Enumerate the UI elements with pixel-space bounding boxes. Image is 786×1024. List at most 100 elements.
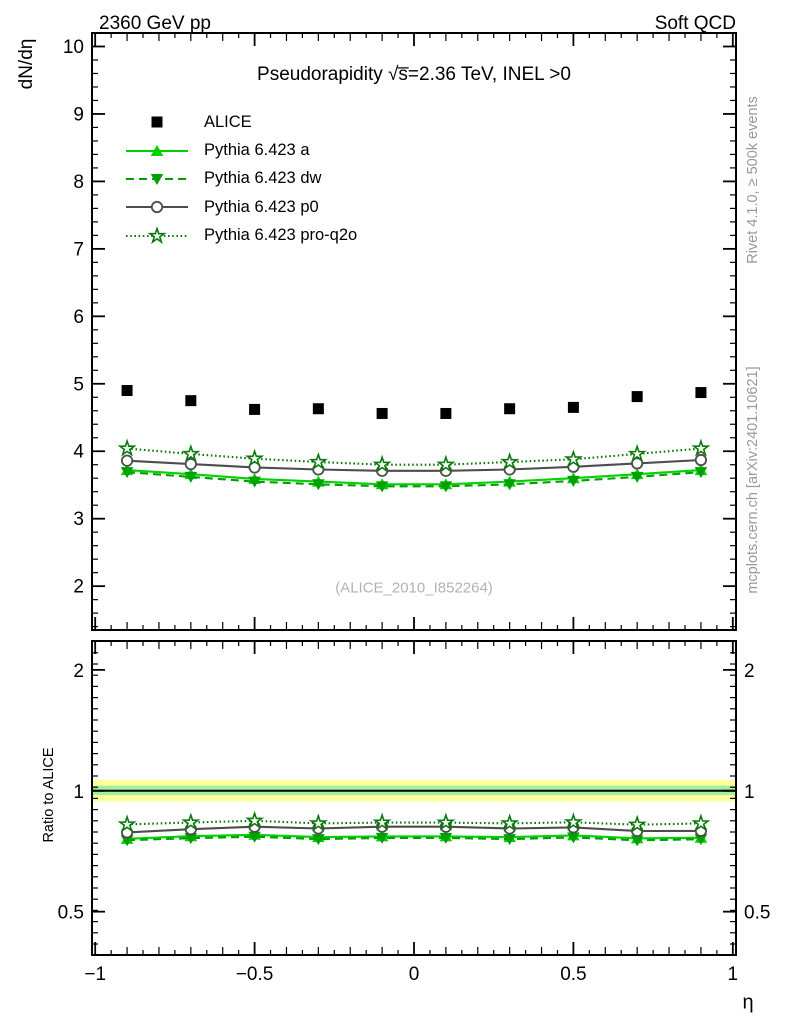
marker-main-pythia-6-423-pro-q2o [181,443,201,463]
marker-main-pythia-6-423-dw [439,481,453,493]
marker-ratio-pythia-6-423-pro-q2o [436,812,456,831]
marker-main-pythia-6-423-p0 [694,453,708,467]
marker-ratio-pythia-6-423-dw [248,831,261,843]
x-tick-label: 0 [409,964,420,985]
x-tick-label: −0.5 [236,964,274,985]
marker-main-pythia-6-423-pro-q2o [308,451,328,471]
legend-marker-sample [126,201,188,214]
marker-main-pythia-6-423-p0 [120,454,134,467]
series-line-ratio-pythia-6-423-p0 [127,825,701,834]
y-tick-label-main: 2 [73,577,84,598]
y-tick-label-ratio-left: 2 [73,661,84,682]
legend-label: Pythia 6.423 dw [204,169,322,188]
marker-main-pythia-6-423-dw [120,467,134,479]
marker-main-pythia-6-423-pro-q2o [372,454,392,473]
marker-main-pythia-6-423-pro-q2o [245,448,265,467]
marker-main-pythia-6-423-dw [630,471,644,483]
marker-main-pythia-6-423-dw [503,479,516,491]
legend-marker-square [151,116,163,128]
legend-label: Pythia 6.423 pro-q2o [204,226,358,245]
marker-ratio-pythia-6-423-pro-q2o [372,812,392,831]
series-line-ratio-pythia-6-423-pro-q2o [127,819,701,826]
legend-marker-sample [151,116,163,128]
series-line-ratio-pythia-6-423-dw [127,835,701,842]
marker-ratio-pythia-6-423-pro-q2o [500,813,520,832]
marker-ratio-pythia-6-423-dw [439,832,453,844]
marker-ratio-pythia-6-423-pro-q2o [627,814,647,833]
marker-main-pythia-6-423-dw [694,467,708,479]
marker-ratio-pythia-6-423-dw [503,834,516,846]
y-tick-label-main: 7 [73,239,84,260]
legend-marker-circle [150,201,164,214]
marker-main-pythia-6-423-pro-q2o [627,443,647,463]
marker-main-pythia-6-423-dw [312,479,325,491]
y-tick-label-ratio-left: 1 [73,782,84,803]
marker-ratio-pythia-6-423-pro-q2o [691,813,711,832]
y-tick-label-ratio-right: 0.5 [744,903,770,924]
marker-ratio-pythia-6-423-dw [567,832,580,844]
legend-marker-sample [126,226,188,244]
legend-item: Pythia 6.423 p0 [126,193,357,221]
y-tick-label-main: 10 [63,37,84,58]
marker-main-pythia-6-423-pro-q2o [691,438,711,457]
marker-ratio-pythia-6-423-dw [312,834,325,846]
marker-ratio-pythia-6-423-dw [184,833,198,845]
marker-main-pythia-6-423-pro-q2o [563,449,583,468]
marker-main-alice [695,387,707,399]
legend-marker-triangle-up [150,144,164,156]
main-panel-frame [91,32,737,631]
series-line-ratio-pythia-6-423-a [127,833,701,840]
legend-item: Pythia 6.423 a [126,136,357,164]
legend: ALICE Pythia 6.423 a Pythia 6.423 dw Pythia… [126,108,357,250]
marker-ratio-pythia-6-423-pro-q2o [563,812,583,831]
y-tick-label-ratio-left: 0.5 [58,903,84,924]
x-tick-label: −1 [84,964,106,985]
marker-main-pythia-6-423-pro-q2o [500,451,520,471]
legend-label: ALICE [204,112,252,131]
x-tick-label: 0.5 [560,964,586,985]
marker-ratio-pythia-6-423-pro-q2o [308,813,328,832]
series-line-main-pythia-6-423-dw [127,471,701,488]
marker-ratio-pythia-6-423-dw [120,835,134,847]
marker-main-alice [631,391,643,403]
legend-marker-sample [126,173,188,185]
marker-main-alice [567,401,579,413]
y-tick-label-main: 5 [73,374,84,395]
marker-main-pythia-6-423-p0 [184,457,197,471]
x-tick-label: 1 [728,964,739,985]
series-line-main-pythia-6-423-pro-q2o [127,447,701,466]
marker-main-alice [249,403,261,415]
y-tick-label-ratio-right: 2 [744,661,755,682]
marker-ratio-pythia-6-423-pro-q2o [245,810,265,829]
marker-main-alice [121,385,133,397]
marker-main-pythia-6-423-pro-q2o [436,454,456,473]
marker-main-pythia-6-423-pro-q2o [117,438,137,457]
marker-ratio-pythia-6-423-dw [630,835,644,847]
marker-main-pythia-6-423-dw [248,476,261,488]
marker-ratio-pythia-6-423-pro-q2o [117,814,137,833]
legend-label: Pythia 6.423 a [204,141,310,160]
beam-energy-label: 2360 GeV pp [99,13,211,34]
y-tick-label-main: 6 [73,307,84,328]
legend-label: Pythia 6.423 p0 [204,197,319,216]
process-group-label: Soft QCD [654,13,736,34]
marker-main-alice [312,403,324,415]
marker-main-alice [504,403,516,415]
marker-ratio-pythia-6-423-dw [375,832,389,844]
analysis-id-watermark: (ALICE_2010_I852264) [335,579,493,597]
y-tick-label-main: 4 [73,442,84,463]
y-tick-label-main: 9 [73,104,84,125]
marker-main-alice [185,395,197,407]
legend-marker-triangle-down [150,173,164,185]
x-axis-title: η [742,991,754,1014]
series-line-main-pythia-6-423-a [127,469,701,486]
marker-main-pythia-6-423-p0 [631,457,644,470]
marker-main-alice [376,407,388,419]
marker-ratio-pythia-6-423-pro-q2o [181,812,201,831]
marker-main-alice [440,407,452,419]
legend-marker-star [147,226,167,244]
legend-item: Pythia 6.423 dw [126,165,357,193]
legend-item: ALICE [126,108,357,136]
